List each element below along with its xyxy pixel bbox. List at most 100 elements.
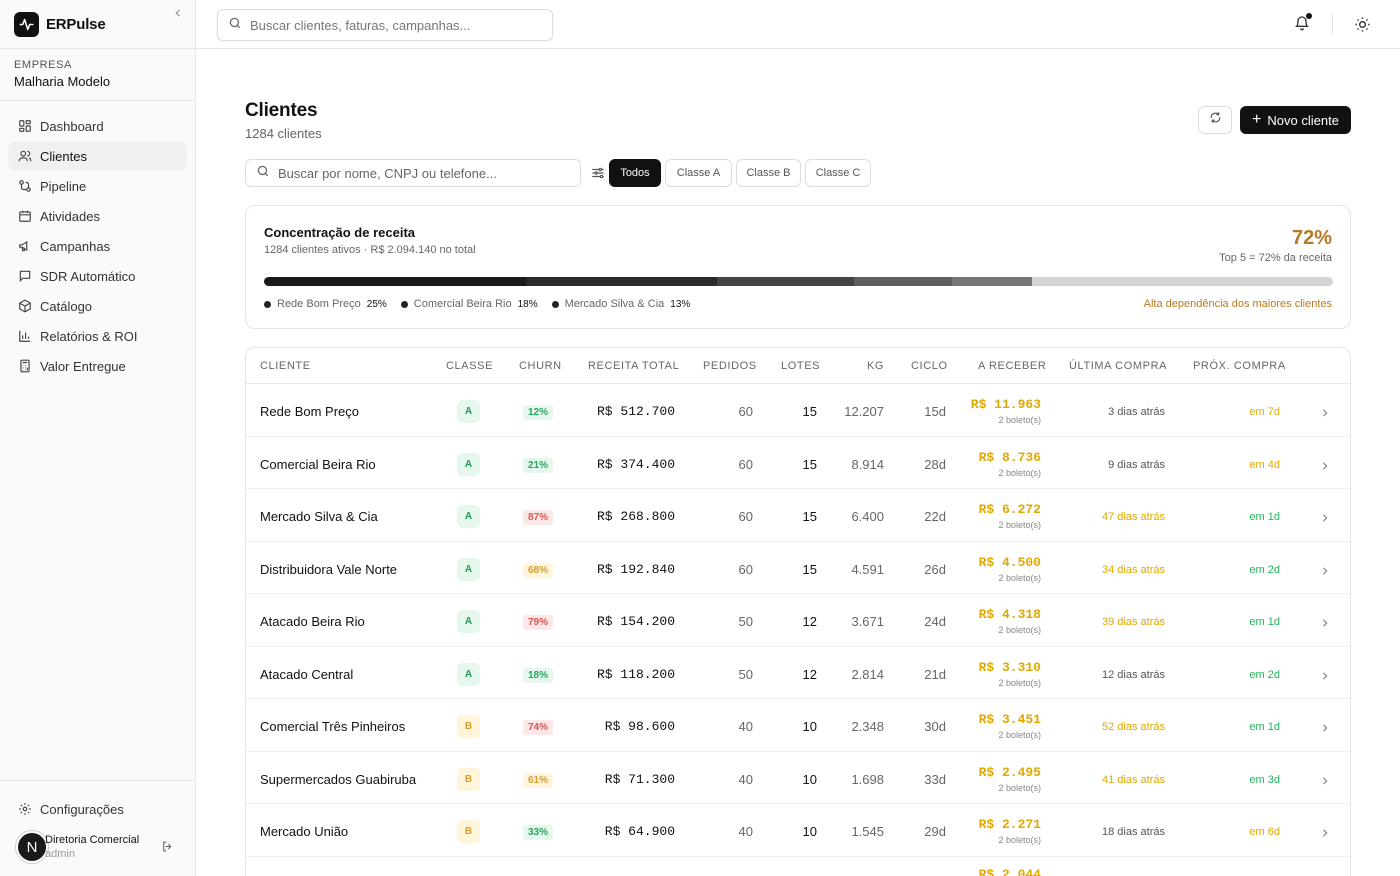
client-name[interactable]: Distribuidora Vale Norte <box>260 561 398 577</box>
col-churn[interactable]: CHURN <box>519 360 562 372</box>
theme-toggle-sun-icon[interactable] <box>1354 16 1371 38</box>
table-row[interactable]: Atacado Central A 18% R$ 118.200 50 12 2.814 21… <box>246 647 1350 699</box>
chevron-right-icon[interactable] <box>1320 563 1330 581</box>
client-name[interactable]: Atacado Central <box>260 666 354 682</box>
company-name: Malharia Modelo <box>14 74 111 89</box>
col-lotes[interactable]: LOTES <box>781 360 821 372</box>
class-badge: A <box>457 662 480 686</box>
sidebar-item-campanhas[interactable]: Campanhas <box>8 232 187 260</box>
concentration-subtitle: 1284 clientes ativos · R$ 2.094.140 no t… <box>264 244 476 256</box>
chevron-right-icon[interactable] <box>1320 825 1330 843</box>
sidebar-item-catalogo[interactable]: Catálogo <box>8 292 187 320</box>
chevron-right-icon[interactable] <box>1320 405 1330 423</box>
revenue-total: R$ 154.200 <box>596 614 675 629</box>
chevron-right-icon[interactable] <box>1320 720 1330 738</box>
table-row[interactable]: Distribuidora Vale Norte A 68% R$ 192.840 60… <box>246 542 1350 594</box>
last-purchase: 34 dias atrás <box>1102 563 1165 576</box>
sidebar-item-sdr[interactable]: SDR Automático <box>8 262 187 290</box>
concentration-percent: 72% <box>1291 227 1332 249</box>
revenue-total: R$ 118.200 <box>596 666 675 682</box>
sidebar-item-relatorios[interactable]: Relatórios & ROI <box>8 322 187 350</box>
last-purchase: 3 dias atrás <box>1108 406 1165 418</box>
notification-bell-icon[interactable] <box>1294 13 1312 36</box>
class-badge: A <box>457 452 480 476</box>
orders-count: 40 <box>738 824 753 839</box>
client-name[interactable]: Comercial Três Pinheiros <box>260 719 406 734</box>
boletos-count: 2 boleto(s) <box>998 730 1041 740</box>
logout-icon[interactable] <box>161 840 174 858</box>
sidebar-item-pipeline[interactable]: Pipeline <box>8 172 187 200</box>
chevron-right-icon[interactable] <box>1320 615 1330 633</box>
next-purchase: em 1d <box>1249 616 1280 628</box>
company-selector[interactable]: EMPRESA Malharia Modelo <box>0 49 195 101</box>
last-purchase: 52 dias atrás <box>1102 721 1165 733</box>
chevron-right-icon[interactable] <box>1320 458 1330 476</box>
next-purchase: em 3d <box>1249 773 1280 786</box>
global-search-box[interactable] <box>217 9 553 41</box>
table-row[interactable]: Rede Bom Preço A 12% R$ 512.700 60 15 12.207 15… <box>246 384 1350 437</box>
filter-sliders-icon[interactable] <box>591 166 605 185</box>
client-name[interactable]: Atacado Beira Rio <box>260 614 365 629</box>
col-ciclo[interactable]: CICLO <box>911 360 948 372</box>
table-row[interactable]: Mercado Silva & Cia A 87% R$ 268.800 60 15 6.4… <box>246 489 1350 542</box>
concentration-bar-segment <box>525 277 718 286</box>
class-badge: A <box>457 610 480 633</box>
col-prox-compra[interactable]: PRÓX. COMPRA <box>1193 360 1286 372</box>
table-row[interactable]: Comercial Três Pinheiros B 74% R$ 98.600 40 1… <box>246 699 1350 752</box>
col-cliente[interactable]: CLIENTE <box>260 360 311 372</box>
concentration-bar-segment <box>717 277 855 286</box>
dashboard-icon <box>18 119 32 133</box>
new-client-button[interactable]: + Novo cliente <box>1240 106 1351 134</box>
user-profile[interactable]: N Diretoria Comercial admin <box>0 831 196 863</box>
chevron-right-icon[interactable] <box>1320 668 1330 686</box>
client-search-input[interactable] <box>278 165 568 181</box>
megaphone-icon <box>18 239 32 253</box>
filter-todos[interactable]: Todos <box>609 159 661 187</box>
global-search-input[interactable] <box>250 17 530 33</box>
col-ultima-compra[interactable]: ÚLTIMA COMPRA <box>1069 360 1168 372</box>
table-row[interactable]: Mercado União B 33% R$ 64.900 40 10 1.545 29d R$… <box>246 804 1350 857</box>
sidebar-item-valor-entregue[interactable]: Valor Entregue <box>8 352 187 380</box>
col-classe[interactable]: CLASSE <box>446 360 494 372</box>
receivable-amount: R$ 8.736 <box>978 449 1041 465</box>
refresh-button[interactable] <box>1198 106 1232 134</box>
col-kg[interactable]: KG <box>867 360 885 372</box>
sidebar-item-configuracoes[interactable]: Configurações <box>8 795 188 823</box>
orders-count: 40 <box>738 771 753 787</box>
client-name[interactable]: Mercado União <box>260 824 349 839</box>
dependency-warning: Alta dependência dos maiores clientes <box>1143 298 1332 310</box>
sidebar-nav: Dashboard Clientes Pipeline Atividades C… <box>0 101 195 380</box>
table-row[interactable]: Atacado Beira Rio A 79% R$ 154.200 50 12 3.671… <box>246 594 1350 647</box>
client-name[interactable]: Supermercados Guabiruba <box>260 771 417 787</box>
table-row[interactable]: Supermercados Guabiruba B 61% R$ 71.300 40 10… <box>246 752 1350 804</box>
col-pedidos[interactable]: PEDIDOS <box>703 360 757 372</box>
filter-classe-a[interactable]: Classe A <box>665 159 732 187</box>
client-search-box[interactable] <box>245 159 581 187</box>
sidebar-item-dashboard[interactable]: Dashboard <box>8 112 187 140</box>
filter-classe-b[interactable]: Classe B <box>736 159 801 187</box>
table-row[interactable]: Comercial Beira Rio A 21% R$ 374.400 60 15 8.9… <box>246 437 1350 489</box>
topbar <box>196 0 1400 49</box>
client-name[interactable]: Rede Bom Preço <box>260 404 359 419</box>
cycle-value: 33d <box>924 771 946 787</box>
sidebar-item-atividades[interactable]: Atividades <box>8 202 187 230</box>
sidebar-item-clientes[interactable]: Clientes <box>8 142 187 170</box>
collapse-sidebar-icon[interactable] <box>173 6 183 21</box>
client-name[interactable]: Mercado Silva & Cia <box>260 509 378 524</box>
sidebar-item-label: Relatórios & ROI <box>40 328 138 344</box>
col-receita[interactable]: RECEITA TOTAL <box>588 360 680 372</box>
chat-icon <box>18 269 32 283</box>
receivable-amount: R$ 3.310 <box>978 659 1041 675</box>
col-a-receber[interactable]: A RECEBER <box>978 360 1047 372</box>
table-body: Rede Bom Preço A 12% R$ 512.700 60 15 12.207 15… <box>246 384 1350 857</box>
sidebar-item-label: Catálogo <box>40 298 93 314</box>
receivable-amount: R$ 3.451 <box>978 712 1041 727</box>
boletos-count: 2 boleto(s) <box>998 782 1041 793</box>
boletos-count: 2 boleto(s) <box>998 520 1041 530</box>
concentration-bar-segment <box>952 277 1032 286</box>
brand: ERPulse <box>0 0 195 49</box>
filter-classe-c[interactable]: Classe C <box>805 159 871 187</box>
client-name[interactable]: Comercial Beira Rio <box>260 456 376 472</box>
chevron-right-icon[interactable] <box>1320 773 1330 791</box>
chevron-right-icon[interactable] <box>1320 510 1330 528</box>
